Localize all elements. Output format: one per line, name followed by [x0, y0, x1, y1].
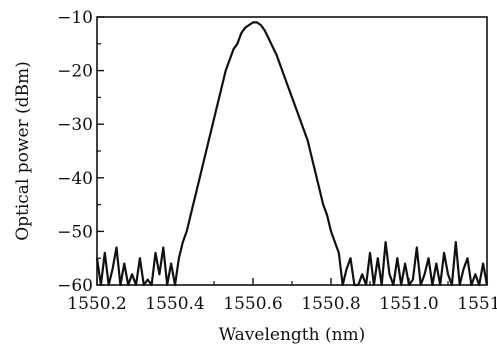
- y-tick-label: −50: [57, 222, 93, 242]
- x-axis-title: Wavelength (nm): [219, 325, 366, 345]
- x-ticks: [96, 278, 488, 285]
- y-tick-label: −30: [57, 115, 93, 135]
- x-tick-labels: 1550.2 1550.4 1550.6 1550.8 1551.0 1551.2: [67, 294, 497, 314]
- series-line: [95, 21, 489, 287]
- x-tick-label: 1550.2: [67, 294, 126, 314]
- x-tick-label: 1550.8: [301, 294, 360, 314]
- y-tick-label: −20: [57, 62, 93, 82]
- x-tick-label: 1551.0: [379, 294, 438, 314]
- y-axis-title: Optical power (dBm): [13, 61, 33, 241]
- y-ticks: [97, 16, 104, 286]
- y-tick-label: −40: [57, 169, 93, 189]
- y-tick-labels: −10 −20 −30 −40 −50 −60: [57, 8, 93, 296]
- plot-frame: [96, 16, 488, 286]
- y-tick-label: −10: [57, 8, 93, 28]
- x-tick-label: 1550.4: [145, 294, 204, 314]
- x-tick-label: 1551.2: [457, 294, 497, 314]
- y-tick-label: −60: [57, 276, 93, 296]
- x-tick-label: 1550.6: [223, 294, 282, 314]
